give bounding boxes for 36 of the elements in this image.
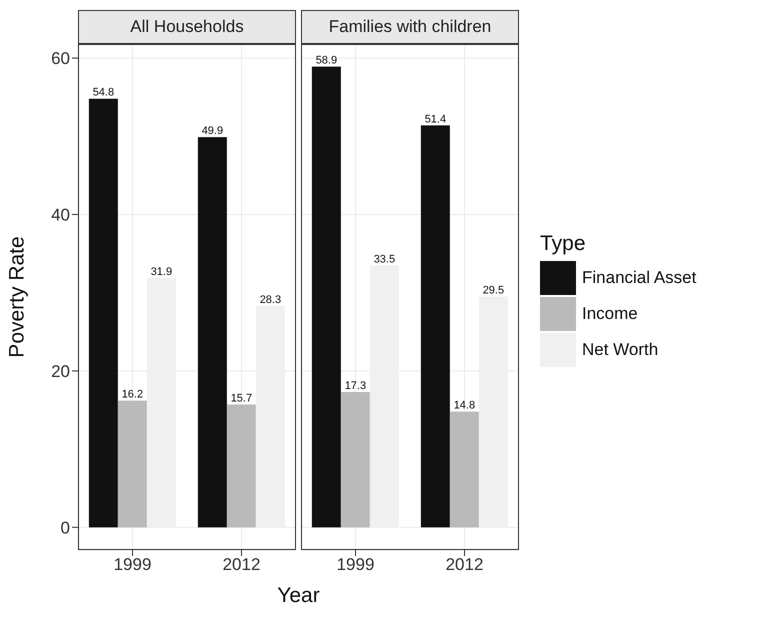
x-tick-label: 1999 [336, 555, 374, 574]
bar [312, 66, 341, 528]
data-label: 49.9 [202, 125, 224, 138]
data-label: 58.9 [316, 54, 338, 67]
x-tick-label: 1999 [114, 555, 152, 574]
data-label: 15.7 [230, 392, 252, 405]
bar [88, 98, 118, 528]
data-label: 17.3 [344, 380, 366, 392]
bar [118, 400, 147, 528]
bar [226, 404, 256, 528]
y-axis-title: Poverty Rate [5, 236, 28, 358]
data-label: 28.3 [260, 294, 282, 306]
data-label: 31.9 [150, 266, 172, 278]
bar [450, 412, 479, 528]
legend-title: Type [540, 232, 587, 256]
bar [198, 137, 227, 528]
bar [420, 125, 450, 528]
data-label: 14.8 [454, 400, 476, 412]
data-label: 16.2 [122, 388, 144, 401]
data-label: 51.4 [424, 113, 446, 126]
legend-label: Net Worth [582, 340, 658, 360]
x-tick-label: 2012 [222, 555, 260, 574]
data-label: 54.8 [92, 86, 114, 99]
x-tick-label: 2012 [446, 555, 484, 574]
bar [340, 392, 370, 528]
chart-title: All Households [78, 10, 296, 44]
y-tick-label: 20 [51, 362, 70, 381]
chart-title: Families with children [301, 10, 519, 44]
legend-label: Income [582, 304, 638, 324]
y-tick-label: 40 [51, 206, 70, 225]
data-label: 33.5 [374, 253, 396, 266]
y-tick-label: 60 [51, 49, 70, 68]
x-axis-title: Year [276, 584, 321, 608]
data-label: 29.5 [482, 284, 504, 297]
y-tick-label: 0 [60, 518, 70, 538]
legend-label: Financial Asset [582, 268, 696, 288]
